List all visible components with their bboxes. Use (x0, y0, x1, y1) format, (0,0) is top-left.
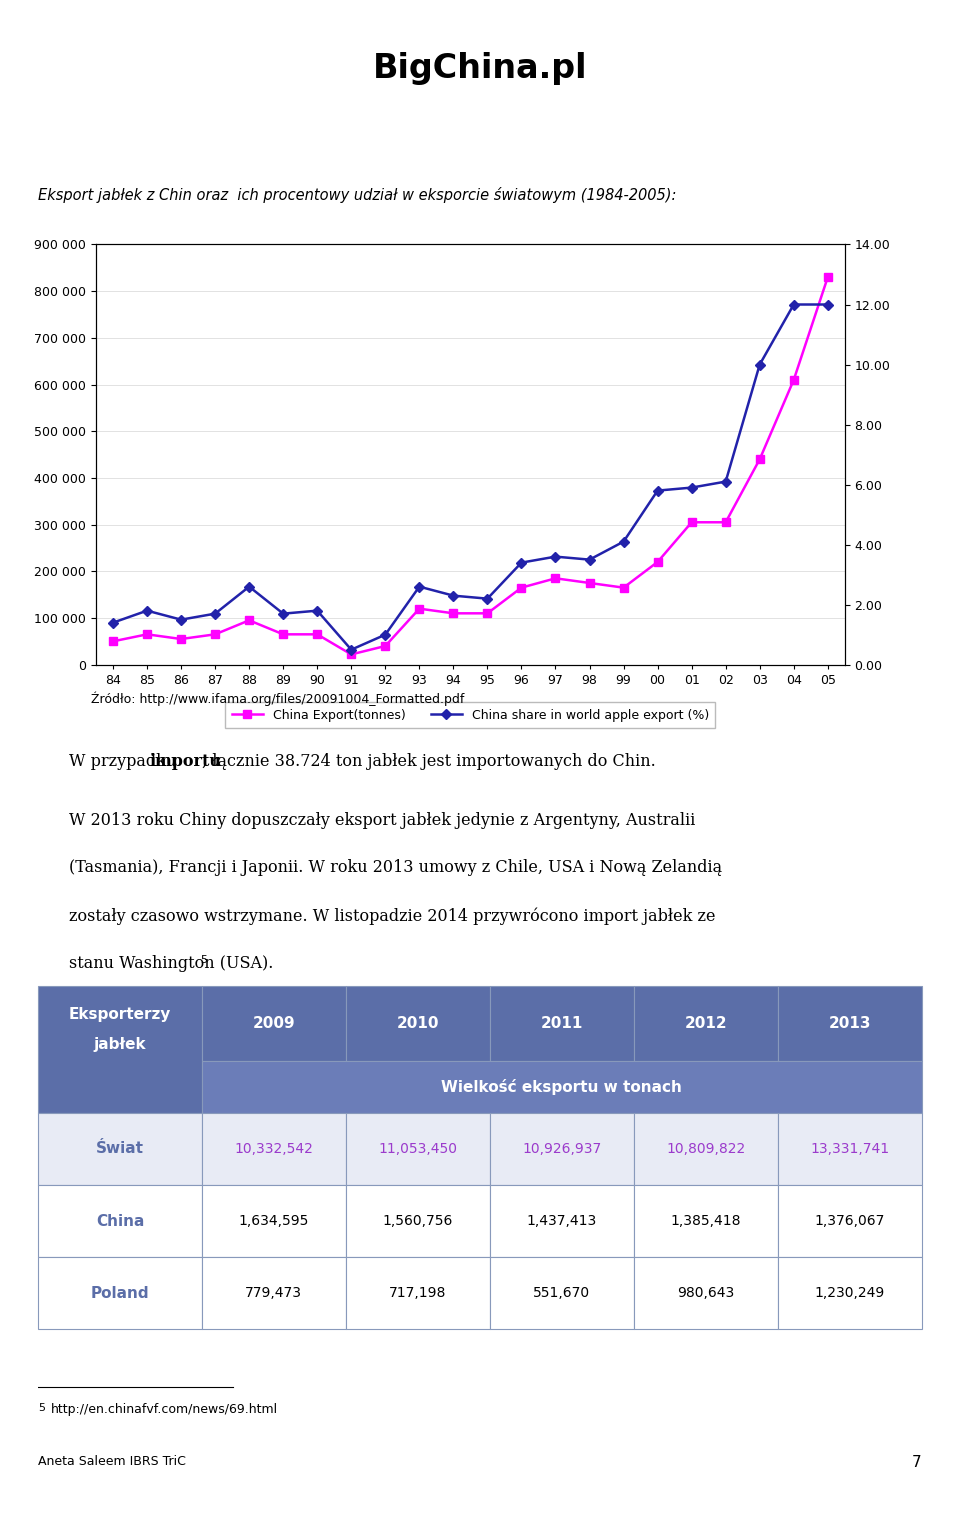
Text: Poland: Poland (91, 1285, 150, 1300)
Bar (346, 1186, 490, 1258)
Bar (634, 1258, 778, 1329)
Bar (38, 1112, 202, 1186)
Text: 11,053,450: 11,053,450 (378, 1141, 457, 1155)
Bar (490, 1112, 634, 1186)
Bar (634, 986, 778, 1060)
Bar (346, 1258, 490, 1329)
Bar (778, 986, 922, 1060)
Bar (202, 986, 346, 1060)
Text: W 2013 roku Chiny dopuszczały eksport jabłek jedynie z Argentyny, Australii: W 2013 roku Chiny dopuszczały eksport ja… (69, 811, 696, 828)
Text: 10,809,822: 10,809,822 (666, 1141, 745, 1155)
Bar (778, 1112, 922, 1186)
Text: Eksporterzy: Eksporterzy (69, 1007, 171, 1022)
Bar (202, 1112, 346, 1186)
Text: Aneta Saleem IBRS TriC: Aneta Saleem IBRS TriC (38, 1455, 186, 1468)
Legend: China Export(tonnes), China share in world apple export (%): China Export(tonnes), China share in wor… (226, 703, 715, 727)
Text: 1,437,413: 1,437,413 (527, 1215, 597, 1229)
Text: Wielkość eksportu w tonach: Wielkość eksportu w tonach (442, 1079, 683, 1096)
Text: importu: importu (150, 753, 222, 770)
Bar (202, 1186, 346, 1258)
Bar (490, 986, 634, 1060)
Text: 5: 5 (38, 1403, 45, 1413)
Text: 1,560,756: 1,560,756 (382, 1215, 453, 1229)
Text: , łącznie 38.724 ton jabłek jest importowanych do Chin.: , łącznie 38.724 ton jabłek jest importo… (202, 753, 656, 770)
Text: 2011: 2011 (540, 1016, 583, 1031)
Bar (38, 1258, 202, 1329)
Text: 5: 5 (200, 955, 207, 964)
Text: 717,198: 717,198 (389, 1287, 446, 1300)
Bar (38, 986, 202, 1112)
Text: 10,332,542: 10,332,542 (234, 1141, 313, 1155)
Bar (346, 986, 490, 1060)
Text: Eksport jabłek z Chin oraz  ich procentowy udział w eksporcie światowym (1984-20: Eksport jabłek z Chin oraz ich procentow… (38, 186, 677, 203)
Bar (490, 1186, 634, 1258)
Bar (38, 1186, 202, 1258)
Bar (346, 1112, 490, 1186)
Text: zostały czasowo wstrzymane. W listopadzie 2014 przywrócono import jabłek ze: zostały czasowo wstrzymane. W listopadzi… (69, 908, 716, 924)
Text: 1,376,067: 1,376,067 (814, 1215, 885, 1229)
Text: Źródło: http://www.ifama.org/files/20091004_Formatted.pdf: Źródło: http://www.ifama.org/files/20091… (91, 692, 465, 706)
Text: http://en.chinafvf.com/news/69.html: http://en.chinafvf.com/news/69.html (51, 1403, 277, 1416)
Text: jabłek: jabłek (94, 1038, 147, 1053)
Bar (490, 1258, 634, 1329)
Text: W przypadku: W przypadku (69, 753, 181, 770)
Text: 2012: 2012 (684, 1016, 727, 1031)
Bar (202, 1060, 922, 1112)
Text: 1,385,418: 1,385,418 (670, 1215, 741, 1229)
Text: 2013: 2013 (828, 1016, 871, 1031)
Bar (778, 1186, 922, 1258)
Text: 1,230,249: 1,230,249 (814, 1287, 885, 1300)
Bar (202, 1258, 346, 1329)
Text: (Tasmania), Francji i Japonii. W roku 2013 umowy z Chile, USA i Nową Zelandią: (Tasmania), Francji i Japonii. W roku 20… (69, 859, 723, 877)
Text: 2009: 2009 (252, 1016, 295, 1031)
Text: BigChina.pl: BigChina.pl (372, 52, 588, 86)
Text: 1,634,595: 1,634,595 (239, 1215, 309, 1229)
Bar (778, 1258, 922, 1329)
Text: 980,643: 980,643 (677, 1287, 734, 1300)
Text: 10,926,937: 10,926,937 (522, 1141, 601, 1155)
Text: 13,331,741: 13,331,741 (810, 1141, 889, 1155)
Bar (634, 1112, 778, 1186)
Text: 551,670: 551,670 (533, 1287, 590, 1300)
Bar (634, 1186, 778, 1258)
Text: 779,473: 779,473 (245, 1287, 302, 1300)
Text: China: China (96, 1213, 144, 1229)
Text: stanu Washington (USA).: stanu Washington (USA). (69, 955, 274, 972)
Text: 7: 7 (912, 1455, 922, 1470)
Text: Świat: Świat (96, 1141, 144, 1157)
Text: 2010: 2010 (396, 1016, 439, 1031)
